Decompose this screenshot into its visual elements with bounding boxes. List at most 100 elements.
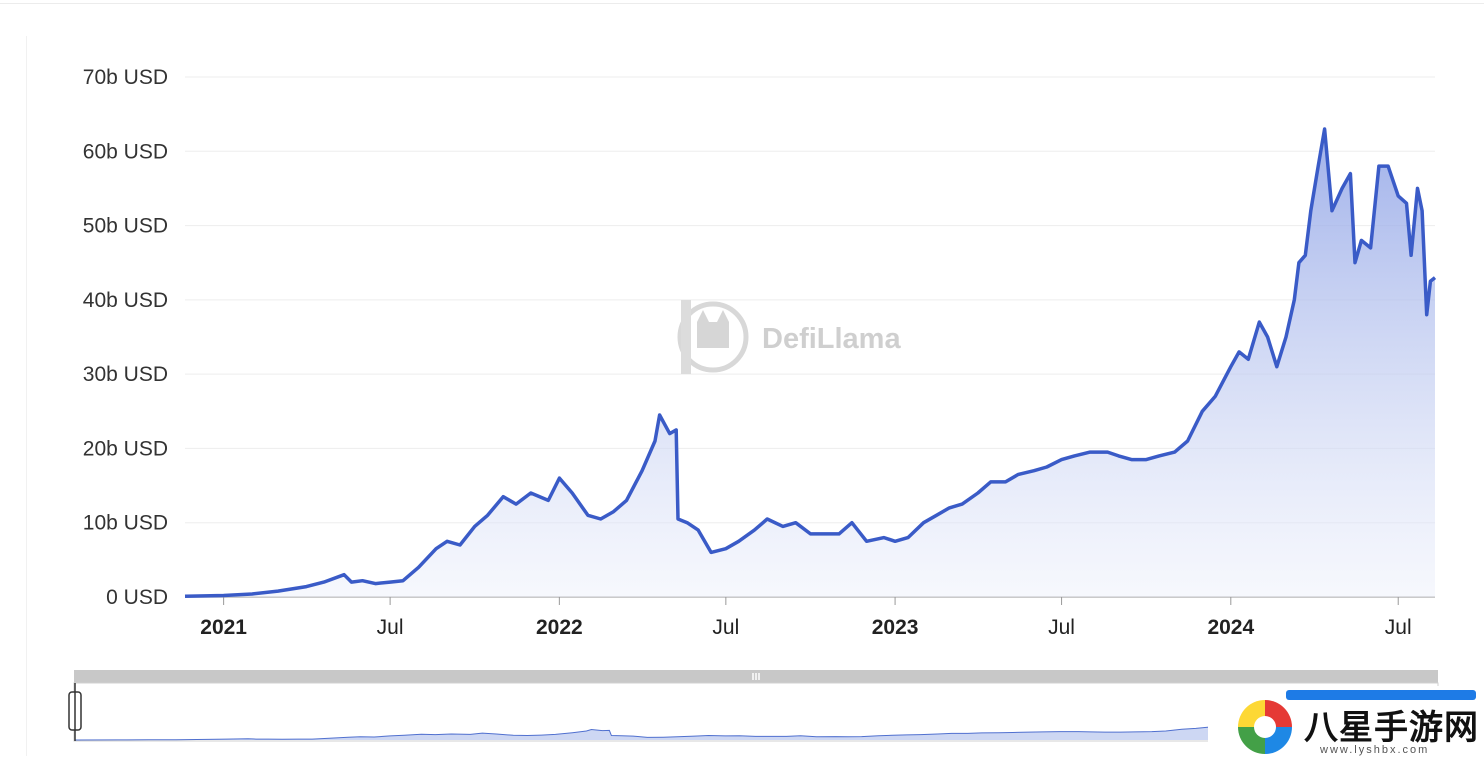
data-point [1409, 253, 1414, 258]
data-point [893, 539, 898, 544]
data-point [183, 594, 188, 599]
data-point [401, 578, 406, 583]
data-point [373, 581, 378, 586]
data-point [342, 572, 347, 577]
data-point [349, 580, 354, 585]
data-point [934, 513, 939, 518]
navigator-area [75, 713, 1435, 740]
data-point [304, 584, 309, 589]
data-point [1044, 465, 1049, 470]
data-point [501, 494, 506, 499]
data-point [1340, 186, 1345, 191]
data-point [1200, 409, 1205, 414]
data-point [275, 589, 280, 594]
data-point [1246, 357, 1251, 362]
y-tick-label: 40b USD [83, 289, 168, 312]
y-axis: 0 USD 10b USD 20b USD 30b USD 40b USD 50b USD… [83, 66, 168, 609]
llama-logo-icon [677, 300, 749, 374]
y-tick-label: 60b USD [83, 140, 168, 163]
data-point [1296, 260, 1301, 265]
data-point [837, 531, 842, 536]
data-point [1396, 193, 1401, 198]
data-point [1433, 275, 1438, 280]
data-point [1404, 201, 1409, 206]
data-point [921, 520, 926, 525]
watermark-text: DefiLlama [762, 323, 901, 355]
data-point [793, 520, 798, 525]
data-point [1265, 335, 1270, 340]
data-point [1420, 208, 1425, 213]
data-point [1353, 260, 1358, 265]
data-point [1144, 457, 1149, 462]
data-point [434, 546, 439, 551]
badge-subtext: www.lyshbx.com [1320, 744, 1430, 756]
data-point [1228, 364, 1233, 369]
data-point [1213, 394, 1218, 399]
data-point [546, 498, 551, 503]
data-point [752, 528, 757, 533]
y-tick-label: 0 USD [106, 586, 168, 609]
data-point [696, 528, 701, 533]
y-tick-label: 10b USD [83, 512, 168, 535]
y-tick-label: 70b USD [83, 66, 168, 89]
data-point [1274, 364, 1279, 369]
data-point [598, 517, 603, 522]
data-point [1316, 164, 1321, 169]
data-point [611, 509, 616, 514]
data-point [653, 439, 658, 444]
top-divider [0, 3, 1484, 4]
data-point [1308, 208, 1313, 213]
x-tick-label: Jul [1048, 616, 1075, 639]
data-point [360, 578, 365, 583]
data-point [906, 535, 911, 540]
data-point [1072, 453, 1077, 458]
data-point [723, 546, 728, 551]
data-point [1303, 253, 1308, 258]
data-point [1376, 164, 1381, 169]
data-point [1322, 127, 1327, 132]
data-point [1003, 479, 1008, 484]
data-point [864, 539, 869, 544]
data-point [882, 535, 887, 540]
data-point [736, 539, 741, 544]
data-point [388, 580, 393, 585]
data-point [821, 531, 826, 536]
data-point [988, 479, 993, 484]
data-point [1032, 468, 1037, 473]
data-point [585, 513, 590, 518]
x-tick-label: Jul [712, 616, 739, 639]
x-tick-label: 2022 [536, 616, 583, 639]
data-point [667, 431, 672, 436]
data-point [1330, 208, 1335, 213]
data-point [676, 517, 681, 522]
data-point [849, 520, 854, 525]
data-point [685, 520, 690, 525]
data-point [445, 539, 450, 544]
watermark: DefiLlama [677, 300, 901, 374]
data-point [1386, 164, 1391, 169]
data-point [1059, 457, 1064, 462]
badge-text: 八星手游网 [1304, 708, 1479, 748]
data-point [624, 498, 629, 503]
site-badge: 八星手游网 www.lyshbx.com [1208, 686, 1484, 766]
x-tick-label: 2023 [872, 616, 919, 639]
data-point [1284, 335, 1289, 340]
data-point [808, 531, 813, 536]
data-point [709, 550, 714, 555]
data-point [960, 502, 965, 507]
site-logo-icon [1238, 700, 1292, 754]
data-point [1257, 320, 1262, 325]
y-tick-label: 30b USD [83, 363, 168, 386]
data-point [321, 580, 326, 585]
data-point [1105, 450, 1110, 455]
data-point [472, 524, 477, 529]
data-point [1359, 238, 1364, 243]
data-point [1292, 297, 1297, 302]
data-point [975, 491, 980, 496]
data-point [765, 517, 770, 522]
series-area-fill [185, 129, 1435, 597]
data-point [1157, 453, 1162, 458]
data-point [947, 505, 952, 510]
